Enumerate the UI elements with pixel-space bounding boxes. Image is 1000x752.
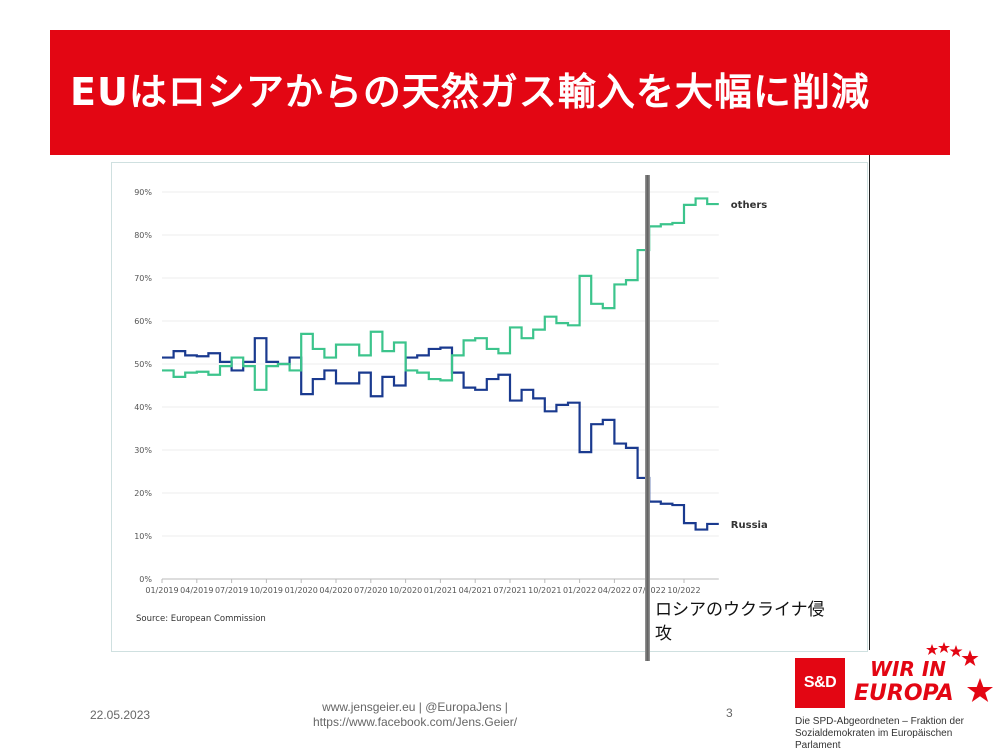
y-tick-label: 0% [139, 575, 152, 584]
series-label-russia: Russia [731, 520, 768, 531]
footer-links-line1[interactable]: www.jensgeier.eu | @EuropaJens | [322, 700, 508, 714]
chart-source: Source: European Commission [136, 614, 266, 624]
x-tick-label: 01/2019 [145, 586, 178, 595]
x-tick-label: 07/2020 [354, 586, 387, 595]
footer-links-line2[interactable]: https://www.facebook.com/Jens.Geier/ [312, 715, 518, 729]
x-tick-label: 04/2022 [598, 586, 631, 595]
x-tick-label: 10/2021 [528, 586, 561, 595]
x-tick-label: 10/2022 [667, 586, 700, 595]
wir-in-europa-logo: WIR IN EUROPA [854, 642, 993, 706]
sd-logo: S&D [795, 658, 845, 708]
stars-icon [926, 642, 993, 702]
page-number: 3 [726, 706, 733, 720]
y-tick-label: 10% [134, 532, 152, 541]
series-line-others [162, 197, 719, 391]
chart-panel: 0% 10% 20% 30% 40% 50% 60% 70% 80% 90% 01/2019 04/2… [111, 162, 868, 652]
invasion-annotation: ロシアのウクライナ侵攻 [655, 598, 830, 646]
x-tick-label: 07/2021 [493, 586, 526, 595]
slide-title: EUはロシアからの天然ガス輸入を大幅に削減 [70, 70, 870, 114]
caption-line2: Sozialdemokraten im Europäischen Parlame… [795, 728, 953, 751]
y-tick-label: 80% [134, 231, 152, 240]
y-tick-label: 60% [134, 317, 152, 326]
x-tick-label: 07/2019 [215, 586, 248, 595]
logo-caption: Die SPD-Abgeordneten – Fraktion der Sozi… [795, 716, 1000, 752]
footer-date: 22.05.2023 [90, 708, 151, 722]
slogan-line1: WIR IN [870, 657, 946, 681]
x-tick-label: 01/2020 [285, 586, 318, 595]
y-tick-label: 90% [134, 188, 152, 197]
x-tick-label: 04/2020 [319, 586, 352, 595]
y-tick-label: 40% [134, 403, 152, 412]
x-tick-label: 04/2019 [180, 586, 213, 595]
series-label-others: others [731, 200, 767, 211]
series-line-russia [162, 337, 719, 531]
x-tick-label: 04/2021 [459, 586, 492, 595]
y-tick-label: 50% [134, 360, 152, 369]
right-divider [869, 155, 870, 650]
slogan-line2: EUROPA [854, 681, 954, 706]
x-tick-label: 10/2020 [389, 586, 422, 595]
x-tick-label: 10/2019 [250, 586, 283, 595]
gas-import-share-chart: 0%10%20%30%40%50%60%70%80%90%01/2019 04/2… [134, 188, 768, 624]
invasion-marker-line [645, 175, 650, 661]
x-tick-label: 01/2021 [424, 586, 457, 595]
y-tick-label: 30% [134, 446, 152, 455]
title-bar: EUはロシアからの天然ガス輸入を大幅に削減 [50, 30, 950, 155]
y-tick-label: 70% [134, 274, 152, 283]
caption-line1: Die SPD-Abgeordneten – Fraktion der [795, 716, 964, 727]
y-tick-label: 20% [134, 489, 152, 498]
footer-links[interactable]: www.jensgeier.eu | @EuropaJens | https:/… [290, 700, 540, 730]
x-tick-label: 01/2022 [563, 586, 596, 595]
